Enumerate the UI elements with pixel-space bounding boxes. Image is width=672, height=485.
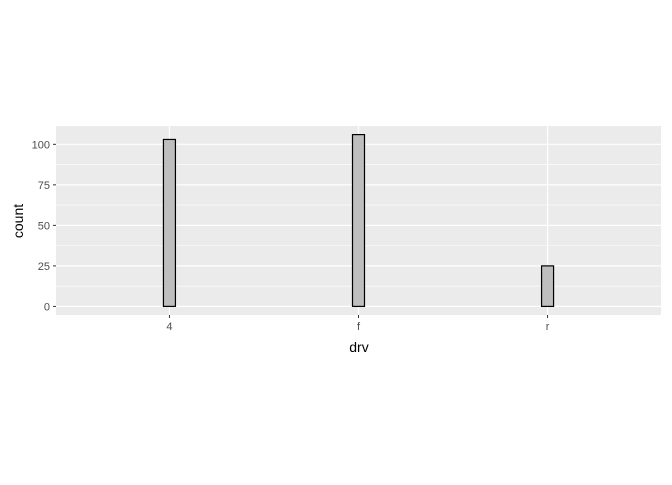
x-tick-label: r	[546, 321, 550, 333]
y-tick-label: 0	[44, 301, 50, 313]
bar-f	[351, 133, 366, 308]
y-tick-label: 50	[38, 220, 50, 232]
y-axis-title: count	[10, 204, 26, 238]
y-tick-label: 25	[38, 261, 50, 273]
bars	[162, 133, 555, 308]
y-axis: 0 25 50 75 100	[32, 139, 56, 313]
y-tick-label: 100	[32, 139, 50, 151]
x-axis: 4 f r	[166, 315, 550, 333]
x-tick-label: 4	[166, 321, 172, 333]
x-tick-label: f	[357, 321, 361, 333]
bar-r	[540, 265, 555, 308]
bar-4	[162, 138, 177, 308]
x-axis-title: drv	[349, 339, 368, 355]
y-tick-label: 75	[38, 180, 50, 192]
